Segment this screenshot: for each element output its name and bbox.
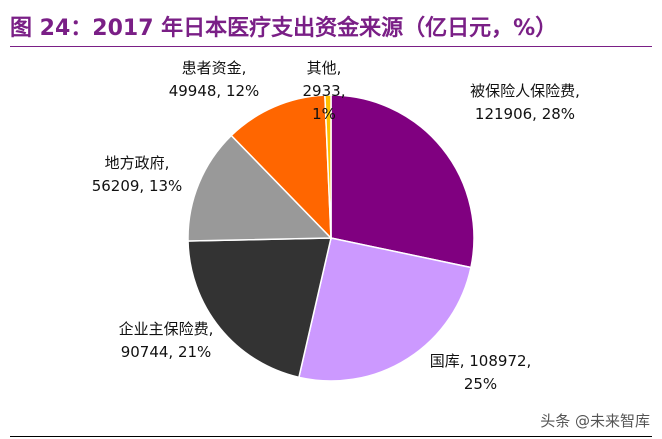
data-label: 其他, 2933, 1% — [290, 57, 358, 126]
pie-slice — [324, 94, 332, 239]
pie-slice — [230, 94, 332, 240]
category-label: 国库, — [429, 352, 465, 370]
category-label: 其他, — [306, 59, 342, 77]
data-label: 国库, 108972, 25% — [418, 350, 543, 396]
data-label: 企业主保险费, 90744, 21% — [112, 318, 220, 364]
category-label: 企业主保险费, — [118, 320, 214, 338]
value-label: 121906, 28% — [474, 105, 576, 123]
data-label: 地方政府, 56209, 13% — [78, 152, 196, 198]
data-label: 被保险人保险费, 121906, 28% — [455, 80, 595, 126]
category-label: 地方政府, — [104, 154, 170, 172]
data-label: 患者资金, 49948, 12% — [158, 57, 270, 103]
value-label: 2933, 1% — [302, 82, 346, 123]
pie-slice — [187, 237, 332, 379]
value-label: 56209, 13% — [91, 177, 183, 195]
pie-slice — [187, 134, 333, 242]
bottom-rule — [10, 436, 652, 437]
value-label: 90744, 21% — [120, 343, 212, 361]
watermark: 头条 @未来智库 — [540, 412, 650, 430]
category-label: 被保险人保险费, — [470, 82, 580, 100]
pie-slice — [297, 237, 472, 382]
value-label: 108972, 25% — [463, 352, 532, 393]
category-label: 患者资金, — [181, 59, 247, 77]
title-rule — [10, 46, 652, 47]
chart-title: 图 24：2017 年日本医疗支出资金来源（亿日元，%） — [10, 16, 558, 41]
value-label: 49948, 12% — [168, 82, 260, 100]
pie-slice — [330, 94, 475, 269]
